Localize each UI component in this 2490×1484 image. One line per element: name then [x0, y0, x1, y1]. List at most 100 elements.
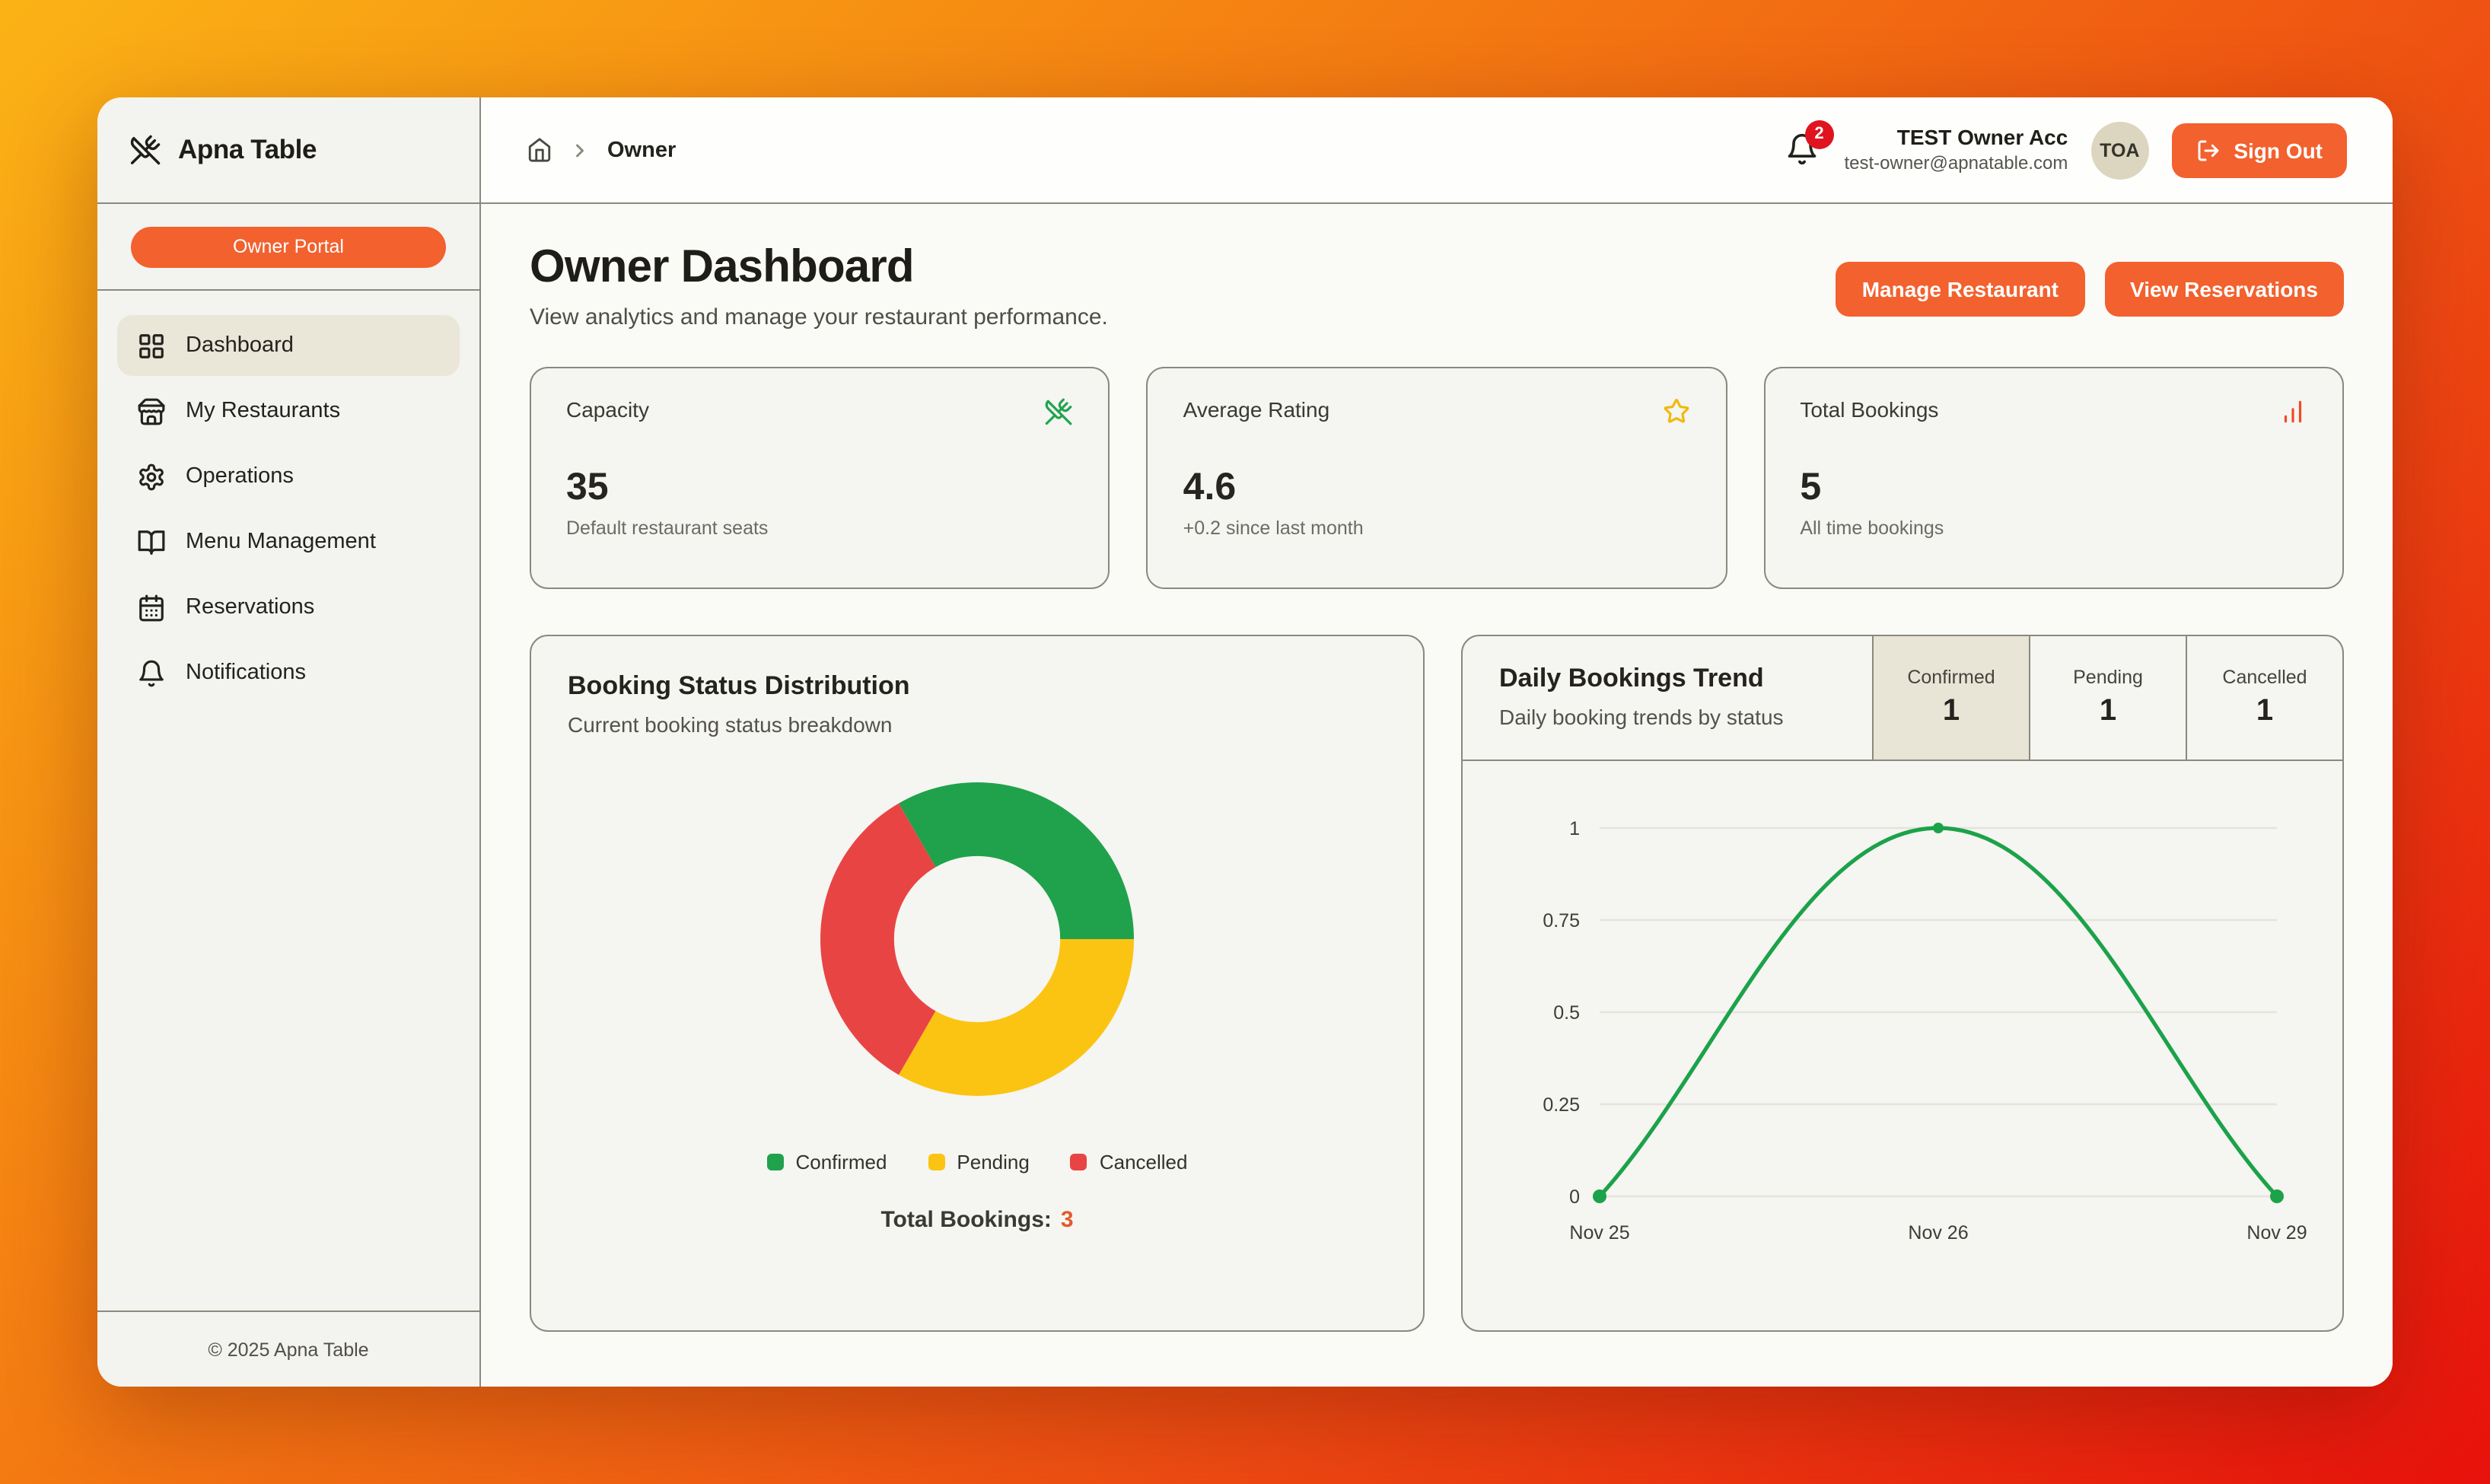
daily-bookings-line-chart[interactable]: 0 0.25 0.5 0.75 1 Nov 25 Nov 26 Nov 29 [1463, 761, 2342, 1330]
brand-name: Apna Table [178, 134, 317, 164]
main-column: Owner 2 TEST Owner Acc test-owner@apnata… [481, 97, 2393, 1387]
sidebar-item-dashboard[interactable]: Dashboard [117, 315, 460, 376]
svg-text:0.5: 0.5 [1553, 1002, 1580, 1024]
svg-text:0.25: 0.25 [1543, 1094, 1580, 1116]
legend-label: Confirmed [795, 1151, 887, 1174]
svg-text:Nov 29: Nov 29 [2246, 1222, 2307, 1244]
page-head: Owner Dashboard View analytics and manag… [530, 242, 2344, 330]
user-info: TEST Owner Acc test-owner@apnatable.com [1844, 126, 2068, 175]
tab-label: Cancelled [2222, 667, 2307, 688]
tab-cancelled[interactable]: Cancelled 1 [2186, 636, 2342, 760]
sidebar-item-menu-management[interactable]: Menu Management [117, 511, 460, 572]
sidebar: Apna Table Owner Portal Dashboard My Res… [97, 97, 481, 1387]
page-subtitle: View analytics and manage your restauran… [530, 304, 1108, 330]
trend-panel-title: Daily Bookings Trend [1499, 664, 1764, 693]
manage-restaurant-button[interactable]: Manage Restaurant [1836, 262, 2085, 317]
sidebar-item-operations[interactable]: Operations [117, 446, 460, 507]
trend-panel-subtitle: Daily booking trends by status [1499, 705, 1784, 729]
svg-text:1: 1 [1569, 818, 1580, 839]
daily-bookings-trend-panel: Daily Bookings Trend Daily booking trend… [1461, 635, 2344, 1332]
dashboard-grid-icon [137, 331, 166, 360]
calendar-icon [137, 593, 166, 622]
sidebar-footer-copyright: © 2025 Apna Table [97, 1310, 479, 1387]
booking-status-panel: Booking Status Distribution Current book… [530, 635, 1425, 1332]
breadcrumb-current: Owner [607, 138, 677, 162]
donut-panel-title: Booking Status Distribution [568, 671, 910, 700]
stat-card-average-rating: Average Rating 4.6 +0.2 since last month [1146, 367, 1727, 589]
sidebar-item-label: Menu Management [186, 530, 376, 554]
sidebar-item-label: Notifications [186, 661, 306, 685]
stat-title: Average Rating [1183, 397, 1330, 422]
user-email: test-owner@apnatable.com [1844, 151, 2068, 174]
book-open-icon [137, 527, 166, 556]
storefront-icon [137, 396, 166, 425]
utensils-crossed-icon [1045, 397, 1074, 426]
sidebar-item-reservations[interactable]: Reservations [117, 577, 460, 638]
legend-swatch-confirmed [766, 1154, 784, 1170]
tab-value: 1 [2099, 694, 2117, 728]
sidebar-item-notifications[interactable]: Notifications [117, 642, 460, 703]
bell-icon [1788, 132, 1816, 164]
home-icon[interactable] [527, 137, 552, 163]
page-head-text: Owner Dashboard View analytics and manag… [530, 242, 1108, 330]
breadcrumb: Owner [527, 137, 676, 163]
legend-swatch-pending [928, 1154, 945, 1170]
stat-caption: Default restaurant seats [566, 517, 769, 539]
svg-text:0: 0 [1569, 1186, 1580, 1208]
legend-item-pending[interactable]: Pending [928, 1151, 1030, 1174]
sidebar-item-label: Operations [186, 464, 294, 489]
avatar[interactable]: TOA [2090, 121, 2149, 179]
view-reservations-button[interactable]: View Reservations [2104, 262, 2344, 317]
trend-panel-header: Daily Bookings Trend Daily booking trend… [1463, 636, 2342, 761]
bar-chart-icon [2278, 397, 2307, 426]
tab-value: 1 [1942, 694, 1960, 728]
sidebar-nav: Dashboard My Restaurants Operations Menu… [97, 291, 479, 1310]
legend-item-confirmed[interactable]: Confirmed [766, 1151, 887, 1174]
donut-total-value: 3 [1060, 1207, 1074, 1233]
sidebar-item-label: My Restaurants [186, 399, 341, 423]
donut-panel-subtitle: Current booking status breakdown [568, 712, 893, 737]
sign-out-button[interactable]: Sign Out [2171, 123, 2347, 177]
legend-swatch-cancelled [1070, 1154, 1087, 1170]
stat-value: 5 [1800, 466, 1822, 508]
donut-total: Total Bookings: 3 [568, 1207, 1387, 1233]
app-window: Apna Table Owner Portal Dashboard My Res… [97, 97, 2393, 1387]
charts-row: Booking Status Distribution Current book… [530, 635, 2344, 1332]
user-name: TEST Owner Acc [1896, 125, 2068, 150]
utensils-crossed-logo-icon [129, 134, 161, 166]
trend-chart-area: 0 0.25 0.5 0.75 1 Nov 25 Nov 26 Nov 29 [1463, 761, 2342, 1330]
portal-badge: Owner Portal [131, 226, 446, 267]
notifications-bell-button[interactable]: 2 [1785, 119, 1834, 168]
stat-card-capacity: Capacity 35 Default restaurant seats [530, 367, 1110, 589]
tab-pending[interactable]: Pending 1 [2029, 636, 2186, 760]
tab-label: Confirmed [1907, 667, 1995, 688]
stat-title: Total Bookings [1800, 397, 1939, 422]
page-title: Owner Dashboard [530, 242, 915, 292]
portal-badge-section: Owner Portal [97, 204, 479, 291]
page-actions: Manage Restaurant View Reservations [1836, 262, 2344, 317]
dashboard-content: Owner Dashboard View analytics and manag… [481, 204, 2393, 1387]
sidebar-item-my-restaurants[interactable]: My Restaurants [117, 381, 460, 441]
stat-card-total-bookings: Total Bookings 5 All time bookings [1763, 367, 2344, 589]
donut-chart-wrap [568, 778, 1387, 1100]
sidebar-item-label: Dashboard [186, 333, 294, 358]
notification-count-badge: 2 [1804, 119, 1834, 148]
header-right: 2 TEST Owner Acc test-owner@apnatable.co… [1785, 119, 2347, 179]
log-out-icon [2197, 139, 2218, 161]
stat-value: 4.6 [1183, 466, 1237, 508]
tab-label: Pending [2073, 667, 2143, 688]
legend-label: Cancelled [1099, 1151, 1188, 1174]
stat-caption: +0.2 since last month [1183, 517, 1364, 539]
stat-value: 35 [566, 466, 609, 508]
stat-title: Capacity [566, 397, 649, 422]
legend-item-cancelled[interactable]: Cancelled [1070, 1151, 1188, 1174]
brand-header: Apna Table [97, 97, 479, 204]
star-icon [1661, 397, 1690, 426]
booking-status-donut-chart[interactable] [816, 778, 1138, 1100]
sign-out-label: Sign Out [2234, 138, 2323, 162]
bell-icon [137, 658, 166, 687]
svg-text:Nov 25: Nov 25 [1569, 1222, 1629, 1244]
top-header: Owner 2 TEST Owner Acc test-owner@apnata… [481, 97, 2393, 204]
tab-value: 1 [2256, 694, 2274, 728]
tab-confirmed[interactable]: Confirmed 1 [1872, 636, 2029, 760]
